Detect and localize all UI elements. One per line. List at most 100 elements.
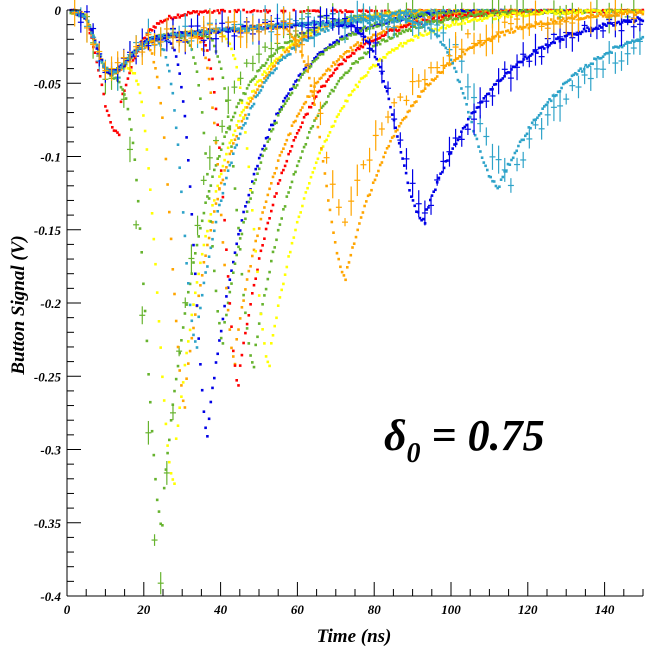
data-point xyxy=(244,113,247,117)
data-point xyxy=(397,29,401,32)
data-point xyxy=(200,31,204,34)
data-point xyxy=(238,86,242,89)
data-point xyxy=(299,22,302,25)
data-point xyxy=(392,14,396,17)
data-point xyxy=(143,41,147,45)
data-point xyxy=(320,22,323,26)
data-point xyxy=(513,8,517,12)
data-point xyxy=(461,50,465,53)
data-point xyxy=(197,294,200,298)
data-point xyxy=(107,69,111,73)
data-point xyxy=(346,266,349,269)
data-point xyxy=(511,11,515,15)
data-point xyxy=(608,10,612,13)
data-point xyxy=(506,10,510,13)
data-point xyxy=(294,228,297,232)
data-point xyxy=(301,73,304,76)
data-point xyxy=(306,39,309,42)
data-point xyxy=(352,14,356,18)
data-point xyxy=(342,105,346,108)
data-point xyxy=(361,45,365,49)
data-point xyxy=(432,20,435,23)
data-point xyxy=(213,199,216,202)
data-point xyxy=(347,33,351,36)
data-point xyxy=(563,12,567,16)
data-point xyxy=(232,165,235,168)
data-point xyxy=(283,164,287,168)
data-point xyxy=(335,67,339,70)
data-point xyxy=(371,26,375,30)
data-point xyxy=(572,73,575,77)
data-point xyxy=(200,252,204,256)
data-point xyxy=(219,8,223,12)
data-point xyxy=(192,326,195,330)
data-point xyxy=(325,69,328,72)
data-point xyxy=(138,43,142,47)
data-point xyxy=(304,191,308,194)
data-point xyxy=(492,8,496,12)
data-point xyxy=(157,37,161,40)
data-point xyxy=(304,38,308,42)
data-point xyxy=(155,22,159,25)
data-point xyxy=(266,76,270,80)
data-point xyxy=(575,9,579,13)
data-point xyxy=(544,9,548,12)
data-point xyxy=(344,9,347,12)
data-point xyxy=(209,229,213,232)
data-point xyxy=(532,10,536,14)
data-point xyxy=(111,126,114,129)
data-point xyxy=(432,13,435,17)
data-point xyxy=(371,49,375,53)
data-point xyxy=(384,33,387,37)
data-point xyxy=(289,250,292,254)
data-point xyxy=(441,11,444,14)
data-point xyxy=(422,11,425,15)
data-point xyxy=(297,112,301,115)
data-point xyxy=(268,71,271,74)
data-point xyxy=(327,78,330,81)
data-point xyxy=(297,35,301,39)
data-point xyxy=(361,76,365,80)
data-point xyxy=(332,45,335,48)
data-point xyxy=(427,83,430,87)
data-point xyxy=(111,74,114,77)
data-point xyxy=(81,13,85,16)
data-point xyxy=(323,48,327,52)
data-point xyxy=(375,12,378,16)
data-point xyxy=(268,364,271,368)
data-point xyxy=(532,118,536,122)
data-point xyxy=(181,31,185,35)
data-point xyxy=(382,38,385,41)
data-point xyxy=(416,16,420,20)
data-point xyxy=(225,99,228,102)
data-point xyxy=(453,23,456,26)
data-point xyxy=(287,53,290,56)
data-point xyxy=(254,91,257,94)
data-point xyxy=(422,25,425,28)
data-point xyxy=(377,59,380,62)
data-point xyxy=(541,22,544,26)
data-point xyxy=(537,22,541,25)
data-point xyxy=(520,11,524,15)
data-point xyxy=(600,56,603,60)
data-point xyxy=(460,130,463,133)
data-point xyxy=(406,181,410,185)
data-point xyxy=(332,41,335,44)
data-point xyxy=(375,15,378,19)
data-point xyxy=(313,9,316,12)
data-point xyxy=(249,265,252,268)
data-point xyxy=(351,10,354,13)
data-point xyxy=(256,335,259,339)
data-point xyxy=(606,51,610,55)
data-point xyxy=(543,22,546,26)
data-point xyxy=(454,70,458,73)
data-point xyxy=(484,10,487,13)
data-point xyxy=(287,29,290,33)
data-point xyxy=(423,11,427,15)
data-point xyxy=(216,55,219,58)
data-point xyxy=(131,71,135,75)
data-point xyxy=(105,109,109,113)
data-point xyxy=(176,143,180,146)
data-point xyxy=(271,334,275,337)
data-point xyxy=(171,403,175,406)
